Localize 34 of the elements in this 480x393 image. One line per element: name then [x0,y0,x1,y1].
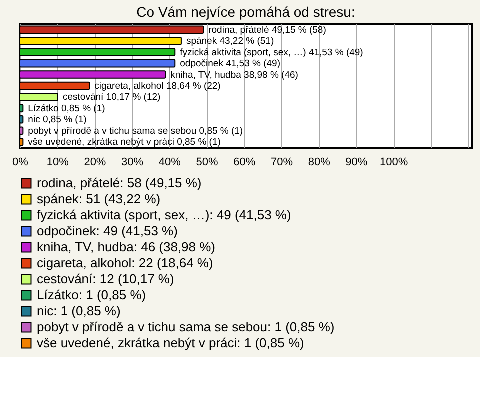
x-tick-label: 60% [234,156,256,168]
legend-label: odpočinek: 49 (41,53 %) [37,224,178,238]
category-label: cigareta, alkohol 18,64 % (22) [94,81,221,92]
category-label: cestování 10,17 % (12) [62,92,161,104]
x-tick-label: 90% [346,156,368,168]
legend-label: pobyt v přírodě a v tichu sama se sebou: 1 (0,85 %) [37,320,335,334]
x-tick-label: 40% [158,156,182,168]
category-label: rodina, přátelé 49,15 % (58) [208,24,326,36]
category-label: pobyt v přírodě a v tichu sama se sebou 0,85 % (1) [28,126,244,137]
x-tick-label: 10% [46,156,70,168]
x-tick-label: 0% [12,156,29,168]
category-label: fyzická aktivita (sport, sex, …) 41,53 % (49) [180,47,364,58]
x-tick-label: 20% [84,156,106,168]
legend-label: fyzická aktivita (sport, sex, …): 49 (41,53 %) [37,208,292,222]
legend-label: spánek: 51 (43,22 %) [37,192,161,206]
category-label: spánek 43,22 % (51) [186,36,274,48]
x-tick-label: 100% [380,156,408,168]
category-label: vše uvedené, zkrátka nebýt v práci 0,85 % (1) [28,137,221,148]
legend-label: rodina, přátelé: 58 (49,15 %) [37,176,202,190]
x-tick-label: 80% [308,156,331,168]
category-label: nic 0,85 % (1) [28,114,87,126]
x-tick-label: 30% [122,156,144,168]
category-label: Lízátko 0,85 % (1) [28,103,106,114]
legend-label: Lízátko: 1 (0,85 %) [37,288,146,302]
legend-label: vše uvedené, zkrátka nebýt v práci: 1 (0,85 %) [37,336,304,350]
legend-label: cigareta, alkohol: 22 (18,64 %) [37,256,214,270]
category-label: kniha, TV, hudba 38,98 % (46) [170,70,298,81]
chart-title: Co Vám nejvíce pomáhá od stresu: [136,4,356,20]
legend-label: nic: 1 (0,85 %) [37,304,121,318]
x-tick-label: 50% [196,156,218,168]
legend-label: kniha, TV, hudba: 46 (38,98 %) [37,240,216,254]
legend-label: cestování: 12 (10,17 %) [37,272,174,286]
x-tick-label: 70% [270,156,294,168]
category-label: odpočinek 41,53 % (49) [180,58,280,70]
